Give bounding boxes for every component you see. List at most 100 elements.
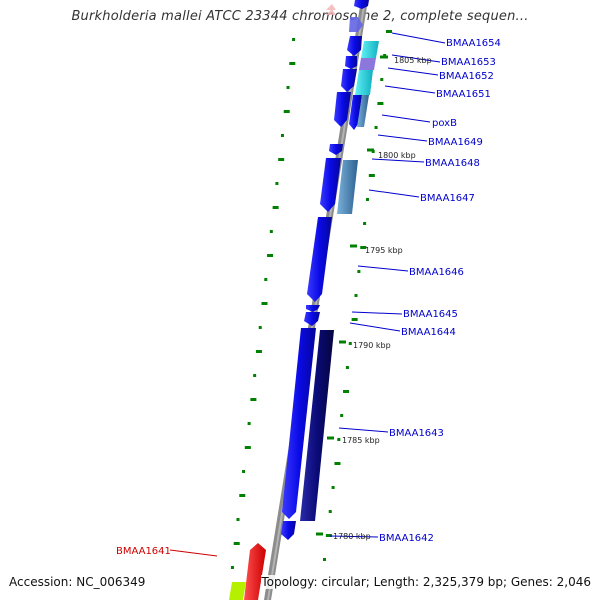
gc-dash [380, 78, 384, 81]
gc-dash [363, 222, 367, 225]
position-label: 1805 kbp [394, 56, 432, 65]
gene-arrow [354, 0, 369, 9]
gene-arrow-bmaa1648 [329, 144, 343, 155]
gc-dash [377, 102, 384, 105]
gc-dash [289, 62, 296, 65]
gene-arrow-bmaa1645 [306, 305, 320, 312]
gc-dash [337, 438, 341, 441]
gene-label-bmaa1648[interactable]: BMAA1648 [425, 158, 480, 169]
gc-dash [275, 182, 279, 185]
gc-dash [357, 270, 361, 273]
gc-dash [250, 398, 257, 401]
gc-dash [244, 446, 251, 449]
gene-arrow-bmaa1654 [349, 17, 363, 32]
position-label: 1795 kbp [365, 246, 403, 255]
gc-dash [374, 126, 378, 129]
gc-dash [233, 542, 240, 545]
gc-dash [278, 158, 285, 161]
gc-dash [354, 294, 358, 297]
position-label: 1780 kbp [333, 532, 371, 541]
gc-dash [269, 230, 273, 233]
gene-arrow-bmaa1642 [281, 521, 296, 540]
leader-line [351, 311, 403, 315]
gene-arrow [300, 330, 334, 521]
gene-label-bmaa1649[interactable]: BMAA1649 [428, 137, 483, 148]
gene-labels: BMAA1654 BMAA1653 BMAA1652 BMAA1651 poxB… [116, 38, 501, 557]
gene-arrow-bmaa1651 [355, 70, 373, 95]
gene-arrow-bmaa1641 [244, 543, 266, 600]
gene-arrow-bmaa1646 [307, 217, 332, 302]
gc-dash [323, 558, 327, 561]
gc-dash [264, 278, 268, 281]
position-label: 1790 kbp [353, 341, 391, 350]
gc-dash [258, 326, 262, 329]
gc-dash [255, 350, 262, 353]
gene-label-bmaa1646[interactable]: BMAA1646 [409, 267, 464, 278]
gc-dash [340, 414, 344, 417]
gc-dash [267, 254, 274, 257]
gene-label-bmaa1645[interactable]: BMAA1645 [403, 309, 458, 320]
gc-dash [280, 134, 284, 137]
gene-label-bmaa1642[interactable]: BMAA1642 [379, 533, 434, 544]
gene-arrow-bmaa1652 [359, 58, 376, 70]
gene-arrow [347, 36, 362, 56]
gc-dash [236, 518, 240, 521]
position-markers: 1805 kbp 1800 kbp 1795 kbp 1790 kbp 1785… [316, 55, 432, 541]
gc-dash [331, 486, 335, 489]
leader-line [391, 32, 446, 44]
gc-dash [351, 318, 358, 321]
gene-label-bmaa1654[interactable]: BMAA1654 [446, 38, 501, 49]
leader-line [357, 265, 409, 272]
gene-features [229, 0, 379, 600]
leader-line [338, 427, 389, 433]
gc-dash [360, 246, 367, 249]
map-title: Burkholderia mallei ATCC 23344 chromosom… [71, 9, 529, 24]
gc-dash [343, 390, 350, 393]
gene-arrow [326, 4, 336, 10]
gc-dash [286, 86, 290, 89]
gc-dash [261, 302, 268, 305]
gc-dash [272, 206, 279, 209]
gene-label-bmaa1643[interactable]: BMAA1643 [389, 428, 444, 439]
gene-arrow [320, 158, 341, 212]
gc-dash [253, 374, 257, 377]
gene-label-bmaa1641[interactable]: BMAA1641 [116, 546, 171, 557]
gc-dash [325, 534, 332, 537]
genome-summary: Topology: circular; Length: 2,325,379 bp… [261, 575, 591, 589]
gene-arrow-bmaa1649 [349, 95, 362, 130]
gene-label-bmaa1647[interactable]: BMAA1647 [420, 193, 475, 204]
leader-line [368, 189, 420, 198]
gene-label-bmaa1652[interactable]: BMAA1652 [439, 71, 494, 82]
gc-dash [247, 422, 251, 425]
gene-label-poxb[interactable]: poxB [432, 118, 457, 129]
gene-arrow-poxb [334, 92, 351, 127]
gene-label-bmaa1644[interactable]: BMAA1644 [401, 327, 456, 338]
gene-label-bmaa1653[interactable]: BMAA1653 [441, 57, 496, 68]
gc-dash [345, 366, 349, 369]
gc-dash [348, 342, 352, 345]
gc-dash [283, 110, 290, 113]
position-label: 1785 kbp [342, 436, 380, 445]
leader-line [381, 114, 431, 123]
gene-arrow-bmaa1653 [361, 41, 379, 58]
leader-line [169, 549, 218, 557]
gene-arrow [326, 9, 336, 15]
gene-arrow [341, 69, 357, 92]
leader-line [349, 322, 401, 332]
gc-dash [334, 462, 341, 465]
gene-label-bmaa1651[interactable]: BMAA1651 [436, 89, 491, 100]
gene-arrow [357, 95, 369, 127]
gc-dash [239, 494, 246, 497]
gc-dash [292, 38, 296, 41]
leader-line [371, 158, 425, 163]
leader-line [377, 134, 428, 142]
gene-arrow-bmaa1643 [282, 328, 316, 519]
gc-dash [368, 174, 375, 177]
leader-line [384, 85, 436, 94]
gc-dash [242, 470, 246, 473]
gc-dash [328, 510, 332, 513]
gc-dash [365, 198, 369, 201]
accession-label: Accession: NC_006349 [9, 575, 146, 589]
gc-dash [230, 566, 234, 569]
